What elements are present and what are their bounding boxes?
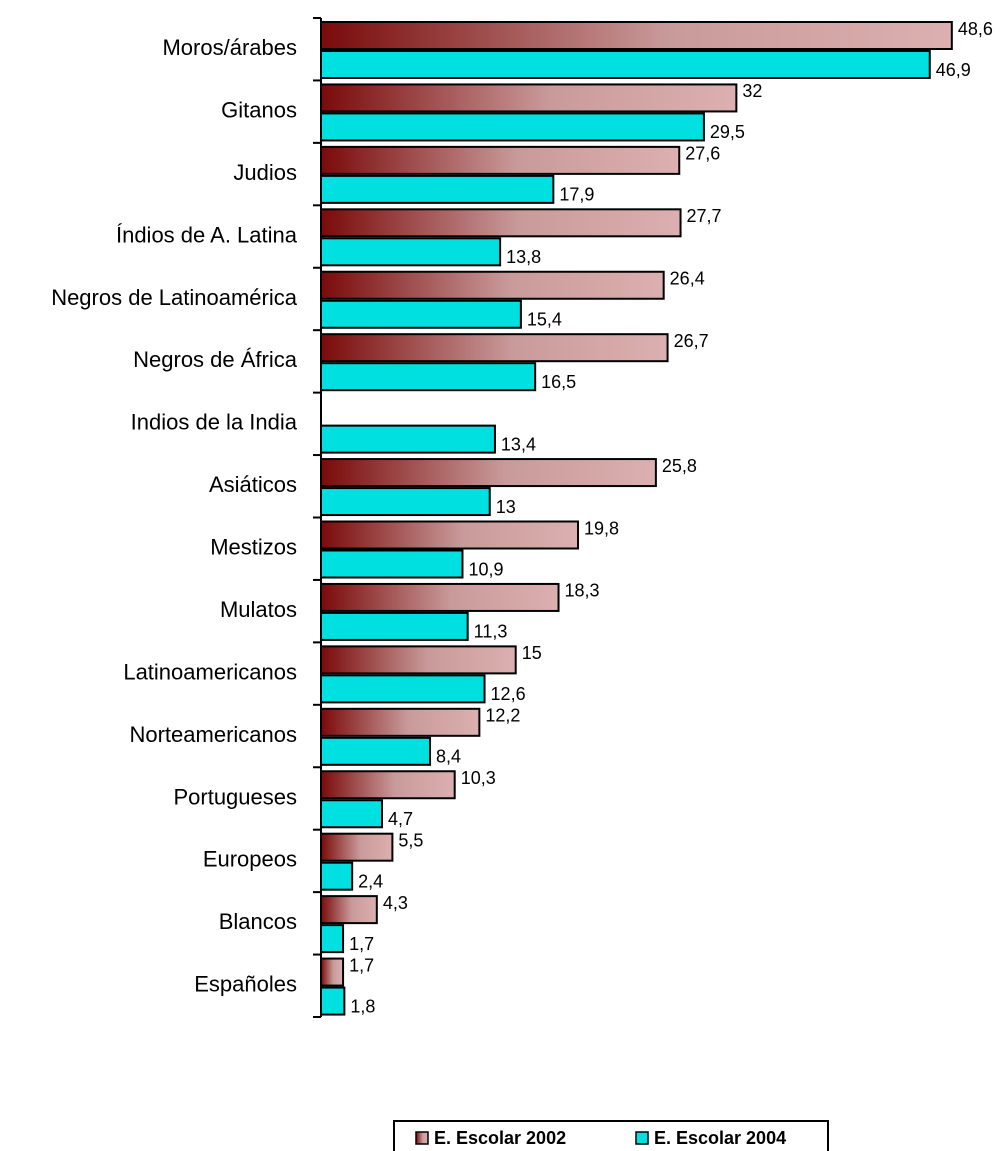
- data-label: 1,7: [349, 934, 374, 954]
- bar: [320, 924, 345, 954]
- y-tick-label: Blancos: [219, 909, 297, 934]
- y-tick-label: Gitanos: [221, 97, 297, 122]
- bar: [320, 957, 345, 987]
- data-label: 29,5: [710, 122, 745, 142]
- bar: [320, 50, 931, 79]
- data-label: 4,7: [388, 809, 413, 829]
- bar: [320, 237, 502, 267]
- y-tick-label: Portugueses: [173, 784, 297, 809]
- bar: [320, 645, 517, 675]
- data-label: 8,4: [436, 747, 461, 767]
- data-label: 25,8: [662, 456, 697, 476]
- legend-box: [393, 1120, 829, 1151]
- bar: [320, 861, 354, 891]
- bar: [320, 270, 665, 300]
- y-tick-label: Europeos: [203, 847, 297, 872]
- data-label: 26,4: [670, 269, 705, 289]
- data-label: 27,7: [687, 206, 722, 226]
- data-label: 2,4: [358, 871, 383, 891]
- data-label: 19,8: [584, 518, 619, 538]
- data-label: 12,6: [491, 684, 526, 704]
- bar: [320, 208, 682, 238]
- bar: [320, 174, 555, 204]
- bar: [320, 986, 346, 1016]
- data-label: 18,3: [565, 581, 600, 601]
- bar: [320, 549, 464, 579]
- data-label: 46,9: [936, 60, 971, 80]
- legend: E. Escolar 2002 E. Escolar 2004: [393, 1120, 829, 1151]
- bar: [320, 770, 456, 800]
- data-label: 5,5: [398, 830, 423, 850]
- bar: [320, 707, 481, 737]
- bar: [320, 832, 394, 862]
- bar: [320, 582, 560, 612]
- y-tick-label: Negros de Latinoamérica: [51, 285, 298, 310]
- bar: [320, 458, 657, 488]
- bar: [320, 21, 953, 50]
- data-label: 26,7: [674, 331, 709, 351]
- bar: [320, 424, 496, 454]
- data-label: 27,6: [685, 144, 720, 164]
- y-tick-label: Latinoamericanos: [123, 659, 297, 684]
- legend-marker: [635, 1131, 649, 1145]
- legend-label: E. Escolar 2002: [434, 1128, 566, 1148]
- bar: [320, 487, 491, 517]
- data-label: 13,4: [501, 434, 536, 454]
- data-label: 16,5: [541, 372, 576, 392]
- data-label: 32: [742, 81, 762, 101]
- bar: [320, 362, 537, 392]
- y-tick-label: Mulatos: [220, 597, 297, 622]
- data-label: 13: [496, 497, 516, 517]
- y-tick-label: Indios de la India: [131, 410, 298, 435]
- data-label: 1,7: [349, 955, 374, 975]
- y-tick-label: Mestizos: [210, 535, 297, 560]
- bar: [320, 736, 432, 766]
- bar: [320, 520, 580, 550]
- data-label: 11,3: [474, 622, 508, 642]
- bar: [320, 611, 469, 641]
- y-tick-label: Españoles: [194, 972, 297, 997]
- y-tick-label: Norteamericanos: [129, 722, 297, 747]
- data-label: 48,6: [958, 19, 993, 39]
- y-tick-label: Judios: [233, 160, 297, 185]
- bar: [320, 333, 669, 363]
- data-label: 10,9: [468, 559, 503, 579]
- data-label: 10,3: [461, 768, 496, 788]
- data-label: 13,8: [506, 247, 541, 267]
- bar: [320, 112, 705, 142]
- data-label: 4,3: [383, 893, 408, 913]
- y-tick-label: Negros de África: [133, 347, 298, 372]
- bar: [320, 895, 378, 925]
- legend-label: E. Escolar 2004: [654, 1128, 786, 1148]
- legend-marker: [415, 1131, 429, 1145]
- bar: [320, 799, 384, 829]
- data-label: 17,9: [559, 185, 594, 205]
- data-label: 15: [522, 643, 542, 663]
- bar: [320, 83, 738, 113]
- y-tick-label: Índios de A. Latina: [116, 222, 298, 247]
- data-label: 1,8: [350, 996, 375, 1016]
- data-label: 15,4: [527, 310, 562, 330]
- bar: [320, 145, 681, 175]
- bar: [320, 299, 522, 329]
- y-tick-label: Asiáticos: [209, 472, 297, 497]
- bar: [320, 674, 486, 704]
- data-label: 12,2: [485, 706, 520, 726]
- y-tick-label: Moros/árabes: [162, 35, 297, 60]
